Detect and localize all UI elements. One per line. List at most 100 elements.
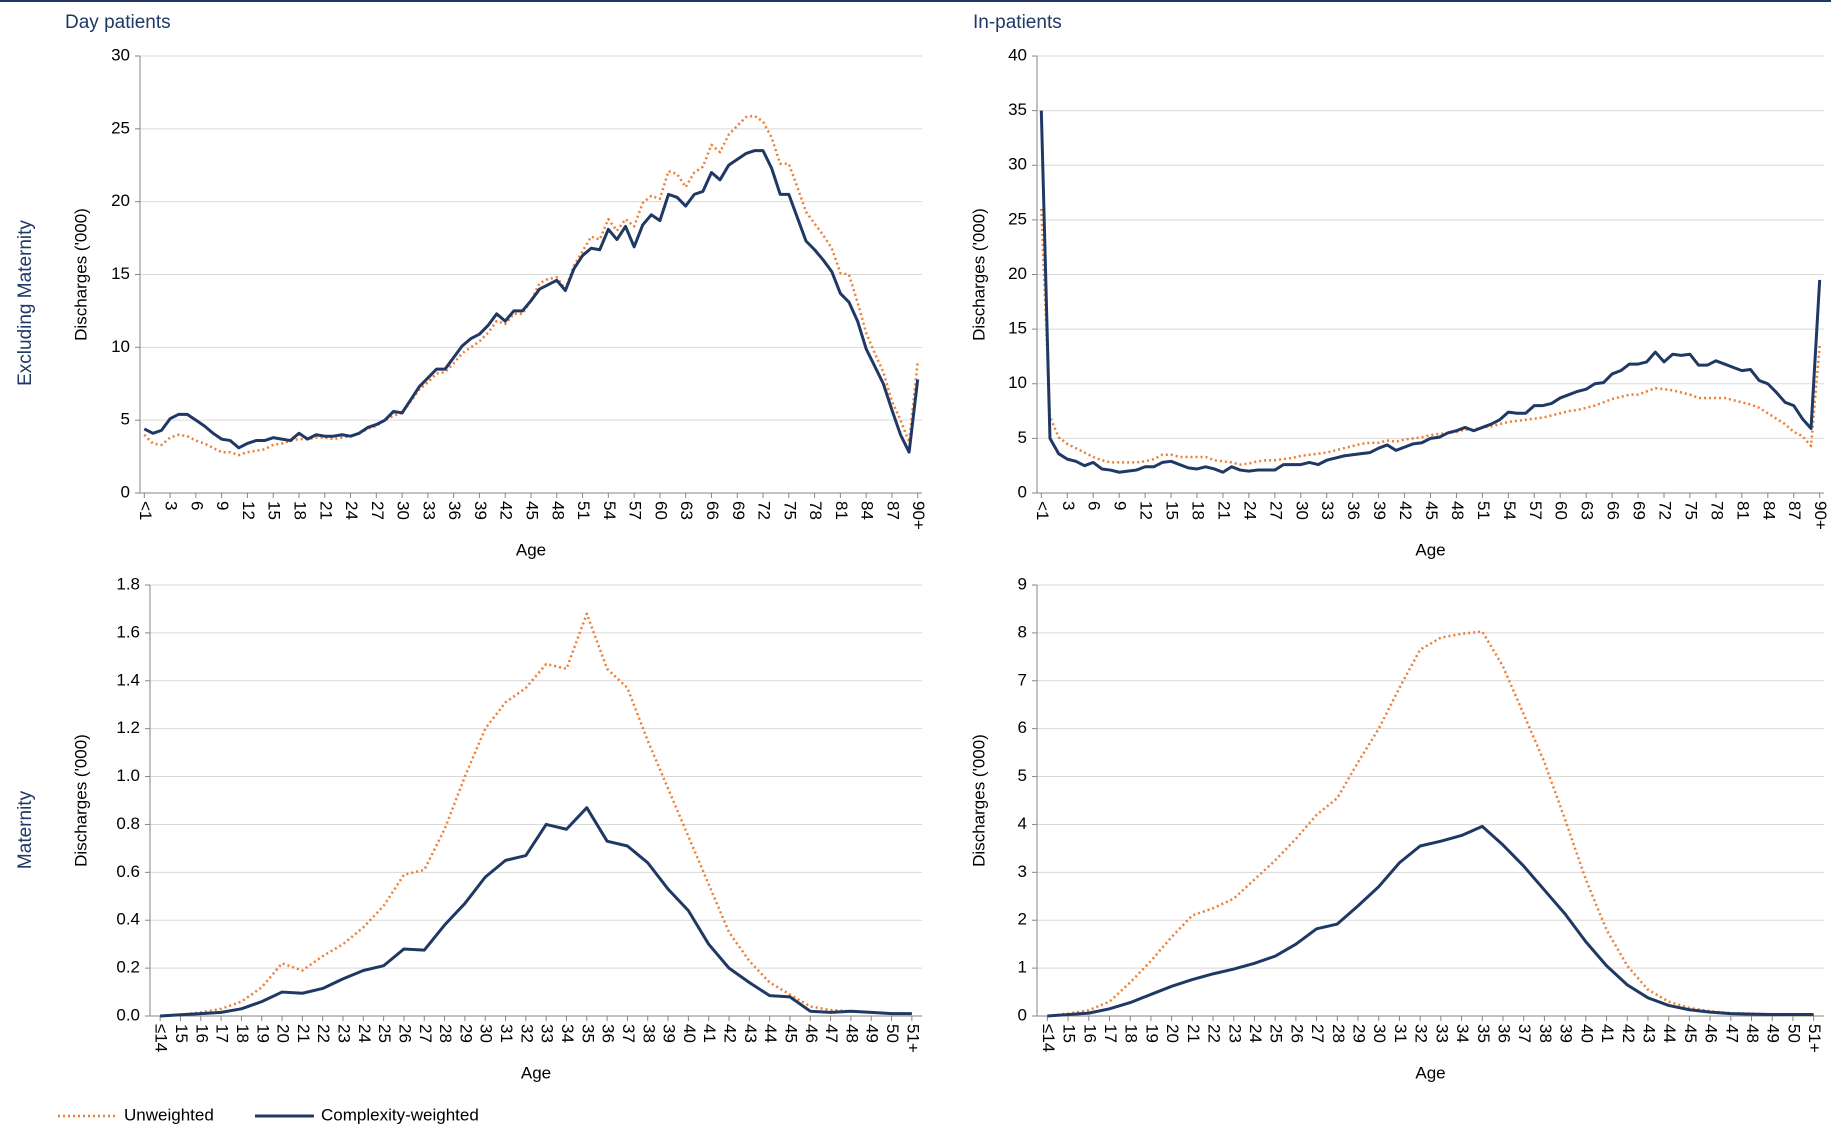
x-tick-label: 27 [368,501,387,520]
y-tick-label: 10 [111,337,130,356]
x-tick-label: 18 [290,501,309,520]
x-tick-label: 22 [314,1024,333,1043]
x-tick-label: 21 [1184,1024,1203,1043]
x-tick-label: 57 [626,501,645,520]
x-tick-label: 6 [1085,501,1104,510]
x-tick-label: 26 [395,1024,414,1043]
series-line [1047,824,1814,1018]
x-tick-label: 19 [253,1024,272,1043]
x-tick-label: 45 [523,501,542,520]
x-tick-label: 48 [548,501,567,520]
x-tick-label: 18 [233,1024,252,1043]
y-tick-label: 1.2 [116,718,140,737]
x-tick-label: 43 [741,1024,760,1043]
y-tick-label: 9 [1018,574,1027,593]
x-tick-label: 25 [1267,1024,1286,1043]
x-tick-label: 42 [1396,501,1415,520]
x-tick-label: 44 [1660,1024,1679,1043]
x-tick-label: 63 [677,501,696,520]
x-tick-label: 81 [1733,501,1752,520]
x-tick-label: 45 [1422,501,1441,520]
y-tick-label: 1.4 [116,670,140,689]
x-tick-label: 45 [1681,1024,1700,1043]
y-tick-label: 3 [1018,862,1027,881]
x-tick-label: 15 [1060,1024,1079,1043]
x-tick-label: 48 [842,1024,861,1043]
x-tick-label: 34 [558,1024,577,1043]
x-tick-label: 90+ [909,501,928,530]
y-tick-label: 5 [121,410,130,429]
x-tick-label: 40 [1577,1024,1596,1043]
y-tick-label: 0.8 [116,814,140,833]
x-tick-label: 66 [703,501,722,520]
x-tick-label: 9 [1111,501,1130,510]
y-tick-label: 1.8 [116,574,140,593]
y-tick-label: 2 [1018,910,1027,929]
x-tick-label: 87 [883,501,902,520]
x-tick-label: <1 [1033,501,1052,520]
x-tick-label: 39 [660,1024,679,1043]
x-tick-label: 25 [375,1024,394,1043]
legend-label: Unweighted [124,1105,214,1124]
x-tick-label: 69 [729,501,748,520]
x-tick-label: 51 [574,501,593,520]
x-tick-label: 45 [781,1024,800,1043]
legend: Unweighted Complexity-weighted [58,1105,479,1124]
x-tick-label: 42 [497,501,516,520]
x-tick-label: <1 [136,501,155,520]
x-tick-label: 78 [1707,501,1726,520]
x-tick-label: 17 [213,1024,232,1043]
x-tick-label: 24 [355,1024,374,1043]
x-tick-label: 9 [213,501,232,510]
x-tick-label: 44 [761,1024,780,1043]
y-tick-label: 1.0 [116,766,140,785]
chart-title: Day patients [65,12,171,33]
x-tick-label: 84 [1759,501,1778,520]
x-tick-label: 24 [1240,501,1259,520]
x-tick-label: 30 [1370,1024,1389,1043]
x-tick-label: 21 [294,1024,313,1043]
x-tick-label: 33 [1318,501,1337,520]
x-tick-label: 35 [578,1024,597,1043]
x-tick-label: 26 [1287,1024,1306,1043]
x-axis-title: Age [1415,540,1445,559]
x-tick-label: 3 [162,501,181,510]
y-axis-title: Discharges ('000) [71,734,90,867]
x-tick-label: 16 [192,1024,211,1043]
y-axis-title: Discharges ('000) [969,734,988,867]
x-tick-label: 90+ [1811,501,1830,530]
x-tick-label: 33 [538,1024,557,1043]
x-axis-title: Age [1415,1063,1445,1082]
y-tick-label: 30 [1008,155,1027,174]
x-tick-label: 15 [265,501,284,520]
y-tick-label: 1 [1018,958,1027,977]
x-tick-label: 54 [600,501,619,520]
y-axis-title: Discharges ('000) [969,208,988,341]
x-tick-label: 36 [445,501,464,520]
y-tick-label: 30 [111,45,130,64]
x-tick-label: 34 [1453,1024,1472,1043]
x-axis-title: Age [516,540,546,559]
x-tick-label: 24 [342,501,361,520]
x-tick-label: 49 [863,1024,882,1043]
y-tick-label: 6 [1018,718,1027,737]
x-tick-label: 81 [832,501,851,520]
x-tick-label: 30 [477,1024,496,1043]
y-axis-title: Discharges ('000) [71,208,90,341]
x-tick-label: 12 [239,501,258,520]
x-tick-label: 72 [1656,501,1675,520]
x-tick-label: 20 [1163,1024,1182,1043]
y-tick-label: 0.2 [116,958,140,977]
x-tick-label: 51 [1474,501,1493,520]
x-tick-label: 16 [1080,1024,1099,1043]
x-tick-label: 18 [1122,1024,1141,1043]
y-tick-label: 0.0 [116,1005,140,1024]
x-tick-label: 41 [700,1024,719,1043]
x-tick-label: 31 [1391,1024,1410,1043]
series-line [143,149,920,454]
x-tick-label: 30 [394,501,413,520]
x-tick-label: 22 [1205,1024,1224,1043]
x-tick-label: 87 [1785,501,1804,520]
x-tick-label: 78 [806,501,825,520]
x-tick-label: 15 [172,1024,191,1043]
